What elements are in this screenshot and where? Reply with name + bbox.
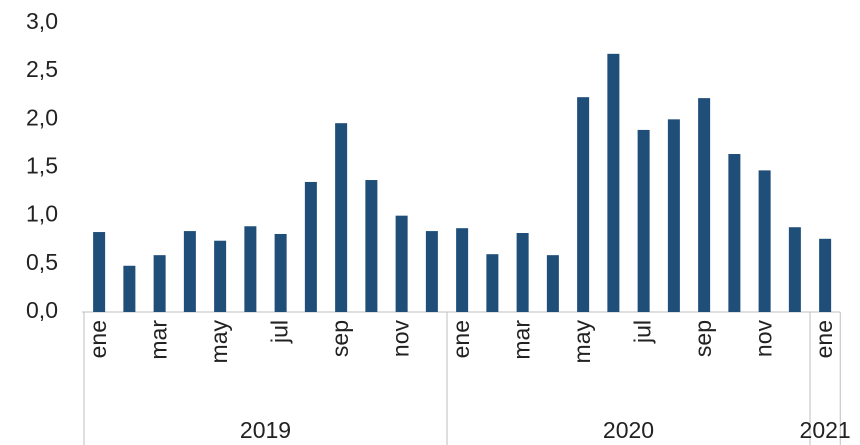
x-tick-label: jul <box>267 320 293 344</box>
bar <box>546 255 559 312</box>
bar <box>183 231 196 312</box>
y-tick-label: 0,5 <box>26 249 58 275</box>
bar <box>819 238 832 312</box>
x-tick-label: nov <box>751 320 777 358</box>
bar <box>425 231 438 312</box>
x-tick-label: sep <box>690 320 716 357</box>
bar <box>577 97 590 312</box>
bar <box>788 227 801 312</box>
bar <box>93 232 106 312</box>
bar <box>516 233 529 312</box>
x-tick-label: may <box>569 320 595 364</box>
bar <box>335 123 348 312</box>
x-tick-label: mar <box>509 320 535 360</box>
y-tick-label: 0,0 <box>26 297 58 323</box>
y-tick-label: 2,0 <box>26 104 58 130</box>
bar <box>456 228 469 312</box>
y-tick-label: 1,0 <box>26 201 58 227</box>
x-tick-label: mar <box>146 320 172 360</box>
x-tick-label: ene <box>85 320 111 358</box>
bar <box>395 215 408 312</box>
x-tick-label: jul <box>630 320 656 344</box>
bar <box>153 255 166 312</box>
x-tick-label: ene <box>448 320 474 358</box>
bar <box>365 180 378 312</box>
x-tick-label: ene <box>811 320 837 358</box>
year-label: 2020 <box>603 417 654 443</box>
bar <box>637 129 650 312</box>
y-tick-label: 2,5 <box>26 56 58 82</box>
x-tick-label: may <box>206 320 232 364</box>
bar <box>274 233 287 312</box>
bar <box>607 53 620 313</box>
year-label: 2019 <box>240 417 291 443</box>
bar <box>486 254 499 312</box>
bar <box>244 226 257 312</box>
x-tick-label: nov <box>388 320 414 358</box>
bar <box>758 170 771 312</box>
year-label: 2021 <box>800 417 851 443</box>
bar <box>728 154 741 312</box>
y-tick-label: 3,0 <box>26 8 58 34</box>
bar <box>304 181 317 312</box>
bar <box>667 119 680 312</box>
bar <box>214 240 227 312</box>
y-tick-label: 1,5 <box>26 153 58 179</box>
bar <box>123 265 136 312</box>
bar <box>698 98 711 312</box>
x-tick-label: sep <box>327 320 353 357</box>
